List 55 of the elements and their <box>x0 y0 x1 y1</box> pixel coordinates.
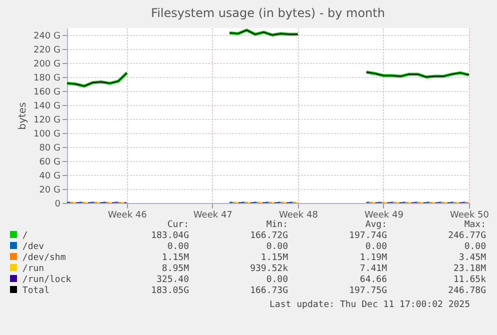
text: 0.00 <box>265 242 288 253</box>
text: 1.15M <box>160 253 189 264</box>
y-tick-label: 100 G <box>33 130 61 140</box>
legend-label: Total <box>21 286 51 297</box>
x-tick-label: Week 49 <box>364 210 404 220</box>
legend-label: /dev/shm <box>21 253 67 264</box>
y-axis-title: bytes <box>17 102 28 130</box>
y-tick-label: 240 G <box>33 32 61 42</box>
chart-title: Filesystem usage (in bytes) - by month <box>151 6 385 20</box>
text: 939.52k <box>249 264 288 275</box>
text: 0.00 <box>463 242 486 253</box>
legend-label: /run/lock <box>21 275 72 286</box>
x-tick-label: Week 50 <box>450 210 490 220</box>
text: 0.00 <box>166 242 189 253</box>
legend-label: /dev <box>21 242 46 253</box>
text: 1.19M <box>358 253 387 264</box>
y-tick-label: 200 G <box>33 60 61 70</box>
legend-label: /run <box>21 264 46 275</box>
text: 183.05G <box>150 286 189 297</box>
text: 11.65k <box>452 275 486 286</box>
text: 3.45M <box>458 253 486 264</box>
y-tick-label: 60 G <box>39 158 61 168</box>
text: 7.41M <box>358 264 387 275</box>
text: Min: <box>265 220 288 231</box>
text: 246.78G <box>447 286 486 297</box>
x-tick-label: Week 46 <box>108 210 148 220</box>
text: 183.04G <box>150 231 189 242</box>
legend-label: / <box>21 231 29 242</box>
text: 0.00 <box>364 242 387 253</box>
text: 64.66 <box>358 275 387 286</box>
text: 197.74G <box>348 231 387 242</box>
y-tick-label: 180 G <box>33 74 61 84</box>
y-tick-label: 40 G <box>39 172 61 182</box>
y-tick-label: 120 G <box>33 116 61 126</box>
y-tick-label: 140 G <box>33 102 61 112</box>
y-tick-label: 80 G <box>39 144 61 154</box>
text: 1.15M <box>260 253 288 264</box>
x-tick-label: Week 47 <box>193 210 232 220</box>
x-tick-label: Week 48 <box>278 210 318 220</box>
text: Cur: <box>166 220 189 231</box>
text: Avg: <box>364 220 387 231</box>
text: 325.40 <box>155 275 189 286</box>
y-tick-label: 0 <box>54 200 61 210</box>
text: 166.73G <box>249 286 288 297</box>
text: 0.00 <box>265 275 288 286</box>
text: 246.77G <box>447 231 486 242</box>
text: 8.95M <box>160 264 189 275</box>
text: Max: <box>463 220 486 231</box>
text: 23.18M <box>452 264 486 275</box>
text: 166.72G <box>249 231 288 242</box>
y-tick-label: 20 G <box>39 186 61 196</box>
text: Last update: Thu Dec 11 17:00:02 2025 <box>270 300 470 310</box>
y-tick-label: 160 G <box>33 88 61 98</box>
text: 197.75G <box>348 286 387 297</box>
y-tick-label: 220 G <box>33 46 61 56</box>
